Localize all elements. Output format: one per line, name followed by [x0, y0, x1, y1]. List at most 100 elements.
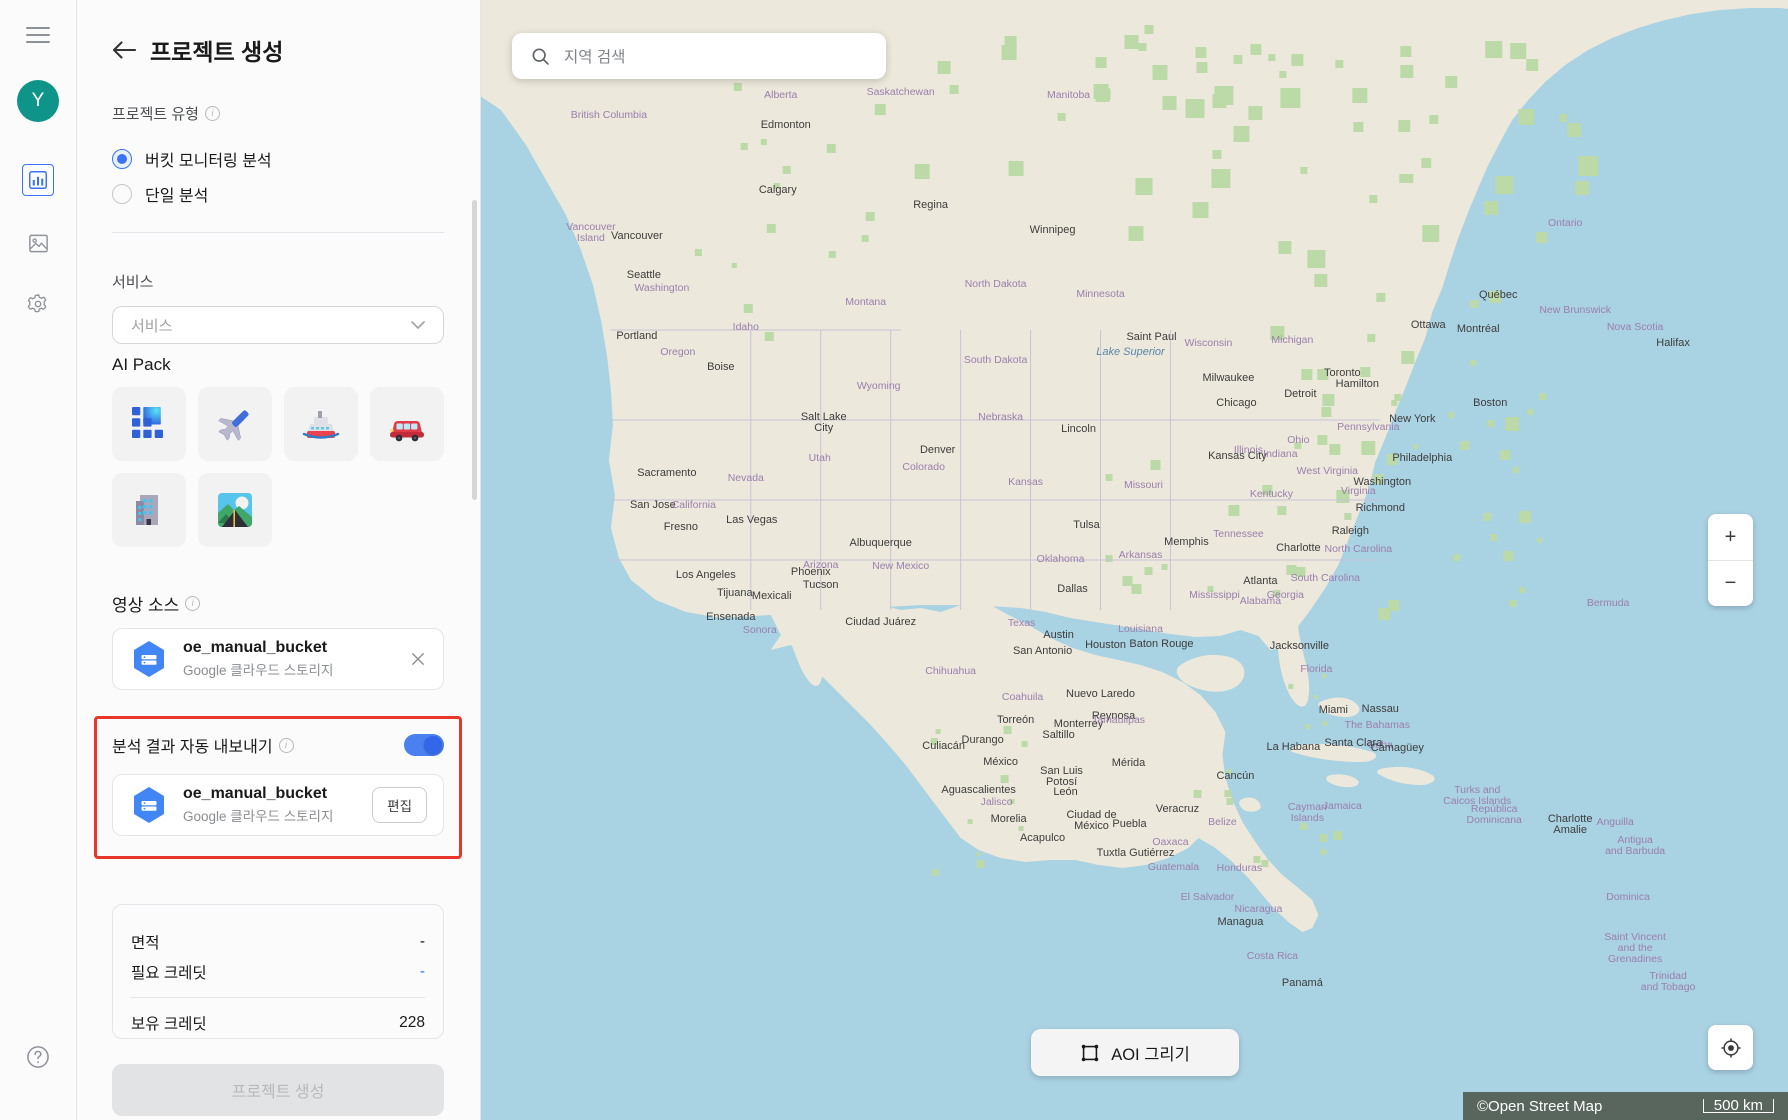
svg-text:Milwaukee: Milwaukee — [1202, 372, 1254, 384]
svg-text:Saltillo: Saltillo — [1042, 729, 1074, 741]
svg-text:Illinois: Illinois — [1234, 445, 1263, 456]
svg-text:Colorado: Colorado — [902, 462, 945, 473]
svg-text:South Carolina: South Carolina — [1291, 573, 1360, 584]
svg-text:Fresno: Fresno — [664, 521, 698, 533]
svg-text:North Carolina: North Carolina — [1325, 544, 1393, 555]
svg-text:Nassau: Nassau — [1362, 703, 1399, 715]
svg-text:Edmonton: Edmonton — [761, 119, 811, 131]
svg-text:Richmond: Richmond — [1356, 502, 1405, 514]
svg-text:Raleigh: Raleigh — [1332, 525, 1369, 537]
svg-text:Sonora: Sonora — [743, 625, 777, 636]
svg-text:Wyoming: Wyoming — [857, 381, 901, 392]
svg-text:Oregon: Oregon — [660, 347, 695, 358]
svg-text:Missouri: Missouri — [1124, 480, 1163, 491]
svg-text:Arkansas: Arkansas — [1119, 550, 1163, 561]
svg-text:Louisiana: Louisiana — [1118, 624, 1163, 635]
svg-text:Managua: Managua — [1218, 916, 1265, 928]
svg-text:Wisconsin: Wisconsin — [1185, 338, 1233, 349]
svg-text:Durango: Durango — [962, 734, 1004, 746]
svg-text:Belize: Belize — [1208, 817, 1237, 828]
svg-text:The Bahamas: The Bahamas — [1345, 720, 1410, 731]
svg-text:Charlotte: Charlotte — [1276, 542, 1321, 554]
svg-text:Denver: Denver — [920, 444, 956, 456]
svg-text:Chicago: Chicago — [1216, 397, 1256, 409]
svg-text:Guatemala: Guatemala — [1148, 862, 1199, 873]
svg-text:British Columbia: British Columbia — [571, 110, 647, 121]
svg-text:Tulsa: Tulsa — [1073, 519, 1100, 531]
svg-text:Kentucky: Kentucky — [1250, 489, 1294, 500]
svg-text:Washington: Washington — [634, 283, 689, 294]
svg-text:Tuxtla Gutiérrez: Tuxtla Gutiérrez — [1097, 847, 1175, 859]
svg-text:California: California — [672, 500, 716, 511]
svg-text:Veracruz: Veracruz — [1156, 803, 1199, 815]
svg-text:Lake Superior: Lake Superior — [1096, 346, 1166, 358]
svg-text:Coahuila: Coahuila — [1002, 692, 1044, 703]
svg-text:Mérida: Mérida — [1112, 757, 1146, 769]
svg-text:Calgary: Calgary — [759, 184, 797, 196]
svg-text:Ciudad Juárez: Ciudad Juárez — [845, 616, 916, 628]
svg-text:Tennessee: Tennessee — [1213, 529, 1264, 540]
svg-text:Indiana: Indiana — [1263, 449, 1298, 460]
svg-text:Oklahoma: Oklahoma — [1037, 554, 1085, 565]
svg-text:Regina: Regina — [913, 199, 949, 211]
svg-text:New Brunswick: New Brunswick — [1539, 305, 1611, 316]
svg-text:Jacksonville: Jacksonville — [1270, 640, 1329, 652]
svg-text:Los Angeles: Los Angeles — [676, 569, 736, 581]
svg-text:Boise: Boise — [707, 361, 734, 373]
svg-text:Saint Paul: Saint Paul — [1126, 331, 1176, 343]
svg-text:Camagüey: Camagüey — [1371, 742, 1425, 754]
svg-text:Austin: Austin — [1043, 629, 1074, 641]
svg-text:Virginia: Virginia — [1341, 486, 1376, 497]
svg-text:Nuevo Laredo: Nuevo Laredo — [1066, 688, 1135, 700]
svg-text:Toronto: Toronto — [1324, 367, 1361, 379]
svg-text:Phoenix: Phoenix — [791, 566, 831, 578]
svg-text:Tijuana: Tijuana — [717, 587, 753, 599]
svg-text:Anguilla: Anguilla — [1596, 817, 1633, 828]
svg-text:Ohio: Ohio — [1287, 435, 1309, 446]
svg-text:Cancún: Cancún — [1216, 770, 1254, 782]
svg-text:Panamá: Panamá — [1282, 977, 1324, 989]
svg-text:Montréal: Montréal — [1457, 323, 1500, 335]
svg-text:Sacramento: Sacramento — [637, 467, 696, 479]
svg-text:Ontario: Ontario — [1548, 218, 1583, 229]
svg-text:Vancouver: Vancouver — [611, 230, 663, 242]
svg-text:Seattle: Seattle — [627, 269, 661, 281]
svg-text:Chihuahua: Chihuahua — [925, 666, 976, 677]
svg-text:Honduras: Honduras — [1217, 863, 1262, 874]
svg-text:Baton Rouge: Baton Rouge — [1129, 638, 1193, 650]
svg-text:Culiacán: Culiacán — [922, 740, 965, 752]
svg-text:Texas: Texas — [1008, 618, 1035, 629]
svg-text:Georgia: Georgia — [1267, 590, 1304, 601]
svg-text:Alberta: Alberta — [764, 90, 797, 101]
svg-text:Pennsylvania: Pennsylvania — [1337, 422, 1400, 433]
svg-text:Aguascalientes: Aguascalientes — [941, 784, 1016, 796]
svg-text:La Habana: La Habana — [1267, 741, 1322, 753]
svg-text:Winnipeg: Winnipeg — [1030, 224, 1076, 236]
svg-text:Acapulco: Acapulco — [1020, 832, 1065, 844]
svg-text:Jamaica: Jamaica — [1323, 801, 1362, 812]
svg-text:Ensenada: Ensenada — [706, 611, 756, 623]
svg-text:Atlanta: Atlanta — [1243, 575, 1278, 587]
svg-text:Montana: Montana — [845, 297, 886, 308]
svg-text:Miami: Miami — [1319, 704, 1348, 716]
svg-text:Nevada: Nevada — [728, 473, 764, 484]
svg-text:Albuquerque: Albuquerque — [850, 537, 912, 549]
svg-text:Florida: Florida — [1300, 664, 1332, 675]
svg-text:Tamaulipas: Tamaulipas — [1092, 715, 1145, 726]
svg-text:Kansas: Kansas — [1008, 477, 1043, 488]
svg-text:Las Vegas: Las Vegas — [726, 514, 778, 526]
svg-text:Memphis: Memphis — [1164, 536, 1209, 548]
svg-text:Michigan: Michigan — [1271, 335, 1313, 346]
svg-text:Mexicali: Mexicali — [752, 590, 792, 602]
svg-text:Halifax: Halifax — [1656, 337, 1690, 349]
svg-text:Houston: Houston — [1085, 639, 1126, 651]
svg-text:Torreón: Torreón — [997, 714, 1034, 726]
svg-text:Tucson: Tucson — [803, 579, 839, 591]
svg-text:Costa Rica: Costa Rica — [1247, 951, 1298, 962]
svg-text:South Dakota: South Dakota — [964, 355, 1028, 366]
svg-text:El Salvador: El Salvador — [1181, 892, 1235, 903]
